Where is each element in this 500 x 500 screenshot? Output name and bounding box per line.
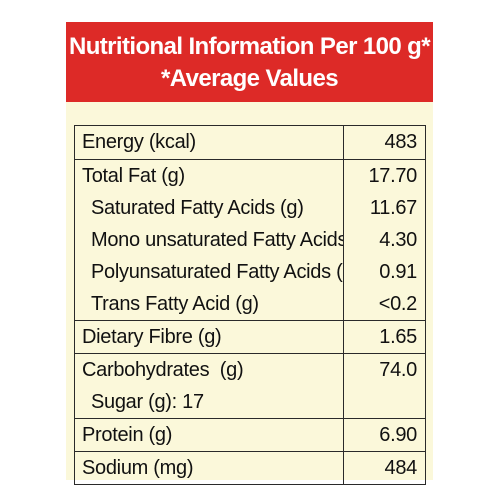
nutrient-value-cell: 17.70 11.67 4.30 0.91 <0.2 [343,159,426,321]
nutrient-label: Energy (kcal) [82,131,196,153]
nutrient-value: 11.67 [369,197,417,219]
table-row-carbohydrates: Carbohydrates (g) Sugar (g): 17 74.0 [74,353,426,419]
nutrient-label-cell: Carbohydrates (g) Sugar (g): 17 [74,353,344,419]
nutrient-value-cell: 483 [343,125,426,160]
nutrient-value: 1.65 [379,326,417,348]
table-row-protein: Protein (g) 6.90 [74,418,426,452]
nutrient-value: 6.90 [379,424,417,446]
nutrition-subtitle: *Average Values [161,65,339,92]
table-row-fibre: Dietary Fibre (g) 1.65 [74,320,426,354]
table-row-energy: Energy (kcal) 483 [74,125,426,160]
nutrient-value: 0.91 [379,261,417,283]
nutrient-sublabel: Mono unsaturated Fatty Acids (g) [91,229,344,251]
nutrient-value-cell: 1.65 [343,320,426,354]
nutrient-label: Sodium (mg) [82,457,194,479]
nutrient-value: 74.0 [379,359,417,381]
nutrient-value-cell: 484 [343,451,426,485]
nutrition-panel: Nutritional Information Per 100 g* *Aver… [66,22,433,485]
nutrient-value: 17.70 [368,165,417,187]
nutrient-value: <0.2 [378,293,418,315]
nutrient-label-cell: Protein (g) [74,418,344,452]
nutrition-title: Nutritional Information Per 100 g* [69,33,431,60]
nutrient-value-cell: 74.0 [343,353,426,419]
nutrient-sublabel: Saturated Fatty Acids (g) [91,197,304,219]
nutrition-table: Energy (kcal) 483 Total Fat (g) Saturate… [74,125,426,485]
nutrient-label-cell: Sodium (mg) [74,451,344,485]
nutrient-label: Carbohydrates (g) [82,359,244,381]
nutrient-value-cell: 6.90 [343,418,426,452]
nutrient-label-cell: Dietary Fibre (g) [74,320,344,354]
nutrient-sublabel: Sugar (g): 17 [91,391,204,413]
nutrient-label-cell: Energy (kcal) [74,125,344,160]
nutrient-sublabel: Polyunsaturated Fatty Acids (g) [91,261,344,283]
table-row-sodium: Sodium (mg) 484 [74,451,426,485]
nutrient-label: Total Fat (g) [82,165,185,187]
nutrient-label: Dietary Fibre (g) [82,326,222,348]
nutrient-value: 483 [384,131,418,153]
nutrient-value: 4.30 [379,229,417,251]
nutrient-label-cell: Total Fat (g) Saturated Fatty Acids (g) … [74,159,344,321]
nutrition-header: Nutritional Information Per 100 g* *Aver… [66,22,433,102]
nutrient-label: Protein (g) [82,424,173,446]
nutrient-sublabel: Trans Fatty Acid (g) [91,293,259,315]
nutrient-value [351,386,417,418]
nutrient-value: 484 [384,457,418,479]
table-row-fat: Total Fat (g) Saturated Fatty Acids (g) … [74,159,426,321]
